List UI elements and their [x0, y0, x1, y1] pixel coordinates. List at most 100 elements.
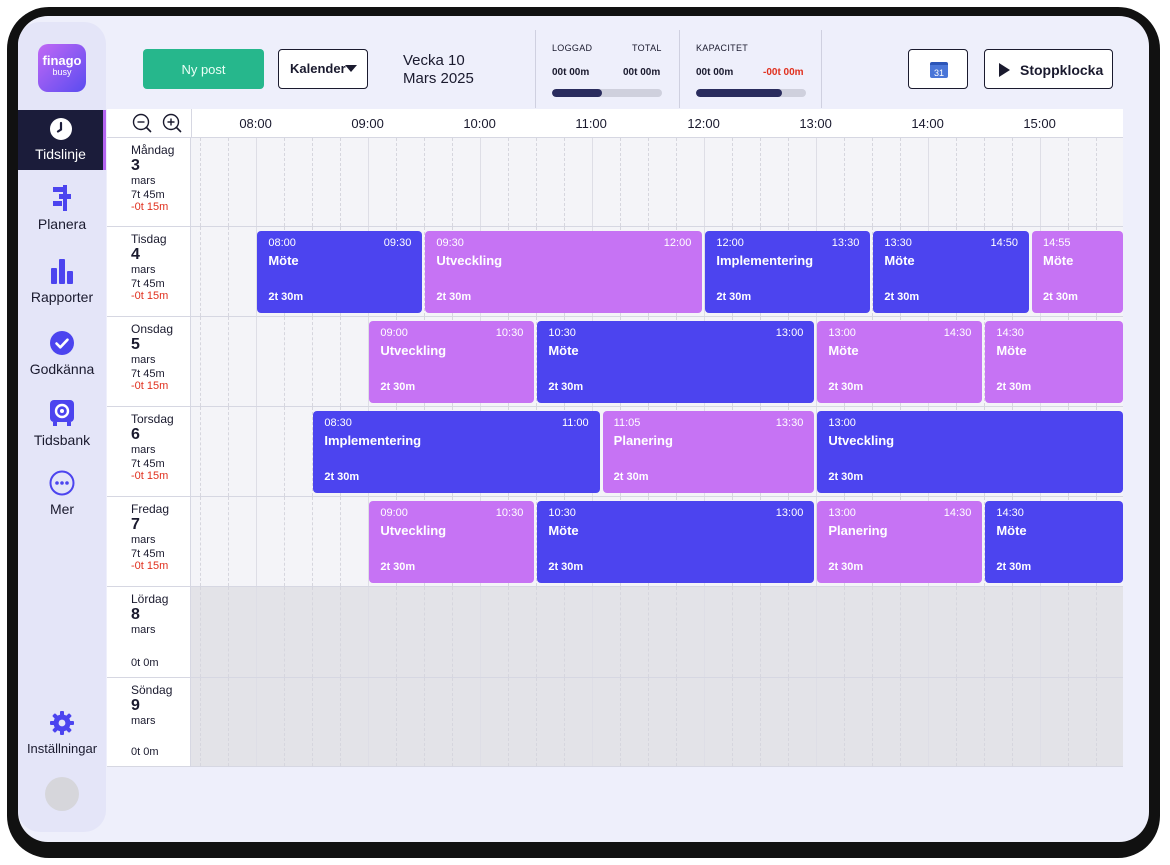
time-entry[interactable]: 10:30 13:00 Möte 2t 30m — [537, 321, 815, 403]
time-entry[interactable]: 14:30 Möte 2t 30m — [985, 321, 1123, 403]
grid-line — [1040, 678, 1042, 766]
clock-icon — [49, 118, 72, 140]
grid-line — [368, 587, 370, 677]
grid-line — [704, 138, 706, 226]
day-number: 4 — [131, 246, 140, 263]
grid-line — [984, 497, 986, 586]
sidebar-item-rapporter[interactable]: Rapporter — [18, 258, 106, 318]
time-entry[interactable]: 13:00 Utveckling 2t 30m — [817, 411, 1123, 493]
day-number: 9 — [131, 697, 140, 714]
grid-line — [592, 587, 594, 677]
entry-end-time: 10:30 — [495, 507, 524, 519]
entry-title: Möte — [828, 343, 859, 358]
day-name: Fredag — [131, 502, 170, 516]
day-logged-time: 7t 45m — [131, 548, 165, 560]
sidebar-label-mer: Mer — [49, 501, 75, 517]
time-entry[interactable]: 13:00 14:30 Planering 2t 30m — [817, 501, 983, 583]
time-entry[interactable]: 08:00 09:30 Möte 2t 30m — [257, 231, 423, 313]
day-grid[interactable] — [191, 138, 1123, 226]
sidebar-item-godkanna[interactable]: Godkänna — [18, 330, 106, 390]
day-month: mars — [131, 175, 156, 187]
entry-start-time: 14:30 — [996, 327, 1024, 339]
entry-start-time: 08:30 — [324, 417, 352, 429]
entry-start-time: 10:30 — [548, 327, 576, 339]
time-entry[interactable]: 08:30 11:00 Implementering 2t 30m — [313, 411, 600, 493]
time-entry[interactable]: 09:00 10:30 Utveckling 2t 30m — [369, 501, 535, 583]
grid-line — [984, 678, 986, 766]
day-grid[interactable] — [191, 678, 1123, 766]
grid-line — [256, 587, 258, 677]
finago-busy-logo[interactable]: finago busy — [38, 44, 86, 92]
day-info: Tisdag 4 mars 7t 45m -0t 15m — [107, 227, 191, 316]
grid-line — [508, 587, 510, 677]
time-entry[interactable]: 14:30 Möte 2t 30m — [985, 501, 1123, 583]
time-entry[interactable]: 10:30 13:00 Möte 2t 30m — [537, 501, 815, 583]
time-entry[interactable]: 12:00 13:30 Implementering 2t 30m — [705, 231, 871, 313]
entry-duration: 2t 30m — [436, 291, 472, 303]
sidebar-item-installningar[interactable]: Inställningar — [18, 710, 106, 770]
entry-title: Planering — [828, 523, 888, 538]
entry-duration: 2t 30m — [268, 291, 304, 303]
day-grid[interactable] — [191, 587, 1123, 677]
day-number: 3 — [131, 157, 140, 174]
zoom-in-icon[interactable] — [162, 113, 182, 133]
grid-line — [340, 317, 342, 406]
day-logged-time: 7t 45m — [131, 278, 165, 290]
calendar-sync-button[interactable]: 31 — [908, 49, 968, 89]
sidebar-item-tidslinje[interactable]: Tidslinje — [18, 110, 106, 170]
grid-line — [704, 227, 706, 316]
week-title: Vecka 10 Mars 2025 — [403, 52, 474, 88]
logo-line-1: finago — [42, 53, 82, 68]
grid-line — [312, 587, 314, 677]
time-entry[interactable]: 14:55 Möte 2t 30m — [1032, 231, 1123, 313]
total-label: TOTAL — [632, 43, 662, 53]
hour-label: 08:00 — [239, 116, 272, 131]
grid-line — [1068, 587, 1070, 677]
entry-end-time: 09:30 — [383, 237, 412, 249]
grid-line — [200, 678, 202, 766]
grid-line — [368, 317, 370, 406]
grid-line — [228, 497, 230, 586]
piggy-bank-icon — [50, 400, 74, 426]
entry-start-time: 12:00 — [716, 237, 744, 249]
grid-line — [1040, 138, 1042, 226]
time-entry[interactable]: 13:00 14:30 Möte 2t 30m — [817, 321, 983, 403]
grid-line — [200, 587, 202, 677]
month-year: Mars 2025 — [403, 70, 474, 87]
view-mode-dropdown[interactable]: Kalender — [278, 49, 368, 89]
entry-start-time: 14:55 — [1043, 237, 1071, 249]
grid-line — [368, 497, 370, 586]
grid-line — [564, 587, 566, 677]
day-number: 6 — [131, 426, 140, 443]
user-avatar[interactable] — [45, 777, 79, 811]
grid-line — [256, 497, 258, 586]
entry-end-time: 13:30 — [831, 237, 860, 249]
grid-line — [816, 587, 818, 677]
day-name: Tisdag — [131, 232, 167, 246]
time-entry[interactable]: 09:30 12:00 Utveckling 2t 30m — [425, 231, 703, 313]
sidebar-item-planera[interactable]: Planera — [18, 185, 106, 245]
new-post-button[interactable]: Ny post — [143, 49, 264, 89]
entry-start-time: 13:00 — [828, 327, 856, 339]
day-name: Måndag — [131, 143, 175, 157]
stopwatch-button[interactable]: Stoppklocka — [984, 49, 1113, 89]
hour-label: 09:00 — [351, 116, 384, 131]
zoom-out-icon[interactable] — [132, 113, 152, 133]
sidebar-item-tidsbank[interactable]: Tidsbank — [18, 399, 106, 459]
grid-line — [844, 138, 846, 226]
grid-line — [872, 678, 874, 766]
day-time-diff: -0t 15m — [131, 380, 169, 392]
day-name: Lördag — [131, 592, 169, 606]
grid-line — [648, 138, 650, 226]
grid-line — [984, 317, 986, 406]
time-entry[interactable]: 09:00 10:30 Utveckling 2t 30m — [369, 321, 535, 403]
logged-progress-bar — [552, 89, 662, 97]
play-icon — [999, 63, 1010, 77]
day-month: mars — [131, 264, 156, 276]
grid-line — [704, 587, 706, 677]
time-entry[interactable]: 11:05 13:30 Planering 2t 30m — [602, 411, 815, 493]
time-entry[interactable]: 13:30 14:50 Möte 2t 30m — [873, 231, 1029, 313]
grid-line — [200, 138, 202, 226]
sidebar-item-mer[interactable]: Mer — [18, 470, 106, 530]
day-month: mars — [131, 444, 156, 456]
